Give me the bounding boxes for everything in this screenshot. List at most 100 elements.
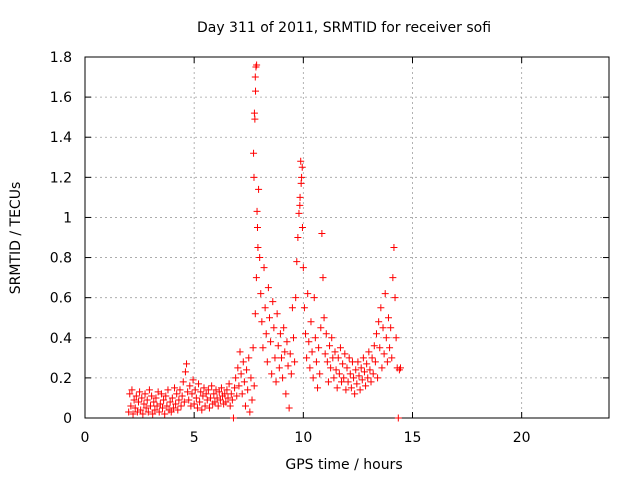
data-point bbox=[188, 390, 196, 398]
data-point bbox=[356, 386, 364, 394]
y-axis-label: SRMTID / TECUs bbox=[8, 182, 24, 295]
data-point bbox=[201, 402, 209, 410]
data-point bbox=[226, 402, 234, 410]
data-point bbox=[387, 324, 395, 332]
x-axis-label: GPS time / hours bbox=[285, 457, 402, 473]
data-point bbox=[333, 384, 341, 392]
data-point bbox=[302, 330, 310, 338]
data-point bbox=[240, 378, 248, 386]
data-point bbox=[245, 354, 253, 362]
data-point bbox=[321, 350, 329, 358]
data-point bbox=[253, 223, 261, 231]
data-point bbox=[255, 185, 263, 193]
x-tick-label: 0 bbox=[81, 430, 90, 446]
data-point bbox=[127, 402, 135, 410]
data-point bbox=[339, 360, 347, 368]
data-point bbox=[286, 350, 294, 358]
data-point bbox=[252, 274, 260, 282]
data-point bbox=[173, 390, 181, 398]
data-point bbox=[396, 364, 404, 372]
data-point bbox=[258, 318, 266, 326]
data-point bbox=[297, 179, 305, 187]
data-point bbox=[237, 370, 245, 378]
data-point bbox=[181, 368, 189, 376]
data-point bbox=[156, 400, 164, 408]
data-point bbox=[185, 396, 193, 404]
data-point bbox=[388, 354, 396, 362]
data-point bbox=[144, 408, 152, 416]
data-point bbox=[142, 404, 150, 412]
data-point bbox=[176, 386, 184, 394]
data-point bbox=[355, 372, 363, 380]
data-point bbox=[296, 201, 304, 209]
data-point bbox=[294, 234, 302, 241]
data-point bbox=[316, 370, 324, 378]
data-point bbox=[377, 304, 385, 312]
data-point bbox=[336, 344, 344, 352]
data-point bbox=[331, 348, 339, 356]
data-point bbox=[253, 61, 261, 69]
data-point bbox=[262, 330, 270, 338]
x-tick-label: 20 bbox=[513, 430, 531, 446]
data-point bbox=[227, 390, 235, 398]
data-point bbox=[211, 398, 219, 406]
data-point bbox=[248, 396, 256, 404]
data-point bbox=[178, 392, 186, 400]
data-point bbox=[370, 342, 378, 350]
data-point bbox=[145, 386, 153, 394]
data-point bbox=[298, 223, 306, 231]
data-point bbox=[367, 378, 375, 386]
data-point bbox=[151, 406, 159, 414]
data-point bbox=[250, 173, 258, 181]
data-point bbox=[350, 374, 358, 382]
data-point bbox=[276, 330, 284, 338]
data-point bbox=[177, 402, 185, 410]
data-point bbox=[345, 354, 353, 362]
data-point bbox=[327, 364, 335, 372]
data-point bbox=[267, 338, 275, 346]
data-point bbox=[303, 354, 311, 362]
data-point bbox=[239, 358, 247, 366]
data-point bbox=[222, 398, 230, 406]
data-point bbox=[184, 388, 192, 396]
data-point bbox=[132, 392, 140, 400]
y-tick-label: 0.6 bbox=[50, 291, 72, 307]
y-tick-label: 1.2 bbox=[50, 170, 72, 186]
data-point bbox=[263, 358, 271, 366]
data-point bbox=[317, 324, 325, 332]
data-point bbox=[198, 406, 206, 414]
data-point bbox=[341, 350, 349, 358]
data-point bbox=[394, 414, 402, 422]
data-point bbox=[238, 390, 246, 398]
y-tick-label: 0.8 bbox=[50, 251, 72, 267]
data-point bbox=[308, 348, 316, 356]
data-point bbox=[136, 388, 144, 396]
data-point bbox=[247, 374, 255, 382]
data-point bbox=[281, 348, 289, 356]
data-point bbox=[166, 398, 174, 406]
data-point bbox=[235, 382, 243, 390]
data-point bbox=[382, 334, 390, 342]
data-point bbox=[174, 406, 182, 414]
data-point bbox=[318, 229, 326, 237]
data-point bbox=[229, 414, 237, 422]
data-point bbox=[363, 360, 371, 368]
x-tick-label: 10 bbox=[294, 430, 312, 446]
data-point bbox=[128, 386, 136, 394]
data-point bbox=[126, 390, 134, 398]
data-point bbox=[275, 364, 283, 372]
data-point bbox=[246, 408, 254, 416]
data-point bbox=[208, 382, 216, 390]
data-point bbox=[330, 374, 338, 382]
data-point bbox=[362, 382, 370, 390]
data-point bbox=[168, 394, 176, 402]
data-point bbox=[392, 334, 400, 342]
data-point bbox=[351, 390, 359, 398]
data-point bbox=[155, 408, 163, 416]
data-point bbox=[323, 358, 331, 366]
data-point bbox=[357, 364, 365, 372]
data-point bbox=[310, 294, 318, 302]
data-point bbox=[346, 370, 354, 378]
